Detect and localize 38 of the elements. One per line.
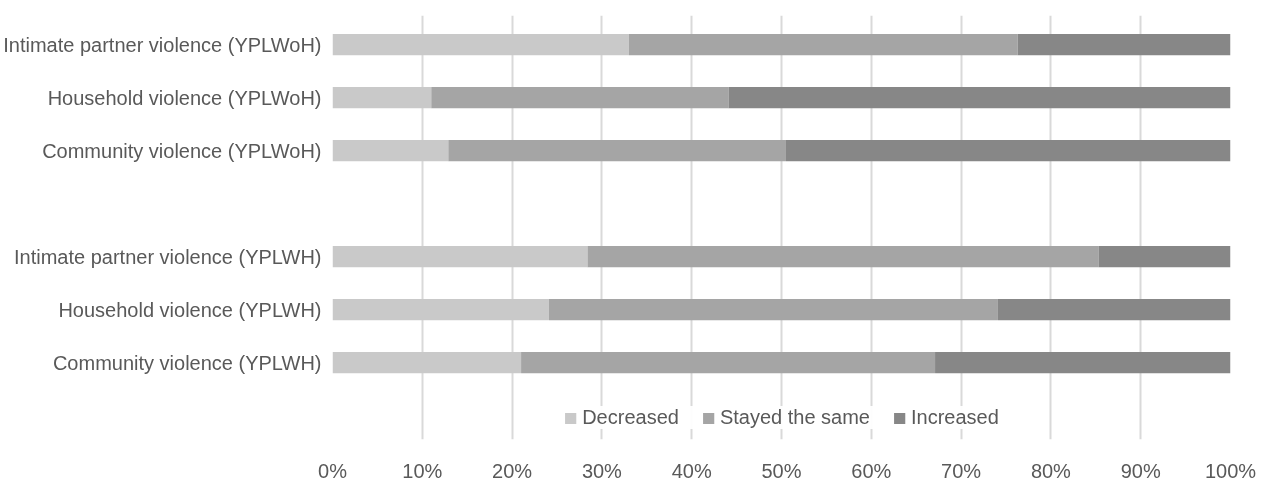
bar xyxy=(332,299,549,321)
bar xyxy=(332,246,588,268)
bar xyxy=(587,246,1099,268)
x-tick-label: 60% xyxy=(851,459,892,482)
x-tick-label: 50% xyxy=(761,459,802,482)
bar xyxy=(935,352,1231,374)
bar xyxy=(1017,34,1231,56)
bar xyxy=(728,87,1231,109)
x-tick-label: 40% xyxy=(671,459,712,482)
y-tick-label: Intimate partner violence (YPLWoH) xyxy=(3,33,322,56)
y-tick-label: Household violence (YPLWH) xyxy=(58,298,322,321)
x-tick-label: 80% xyxy=(1030,459,1072,482)
x-tick-label: 0% xyxy=(318,459,348,482)
x-tick-label: 90% xyxy=(1120,459,1161,482)
y-tick-label: Community violence (YPLWH) xyxy=(52,351,322,374)
bar xyxy=(785,140,1231,162)
legend-label: Increased xyxy=(910,406,999,429)
bar xyxy=(521,352,936,374)
bar xyxy=(431,87,729,109)
x-tick-label: 10% xyxy=(402,459,443,482)
bar xyxy=(997,299,1231,321)
legend-label: Stayed the same xyxy=(719,406,870,429)
bar xyxy=(448,140,786,162)
legend-label: Decreased xyxy=(582,406,679,429)
x-tick-label: 70% xyxy=(941,459,982,482)
bar xyxy=(332,34,629,56)
x-tick-label: 30% xyxy=(581,459,623,482)
bar xyxy=(332,352,522,374)
y-tick-label: Household violence (YPLWoH) xyxy=(47,86,322,109)
bar xyxy=(548,299,998,321)
bar xyxy=(332,87,432,109)
x-tick-label: 100% xyxy=(1204,459,1257,482)
y-tick-label: Intimate partner violence (YPLWH) xyxy=(13,245,322,268)
y-tick-label: Community violence (YPLWoH) xyxy=(42,139,322,162)
bar xyxy=(1098,246,1231,268)
x-tick-label: 20% xyxy=(492,459,533,482)
bar xyxy=(332,140,449,162)
bar xyxy=(628,34,1018,56)
